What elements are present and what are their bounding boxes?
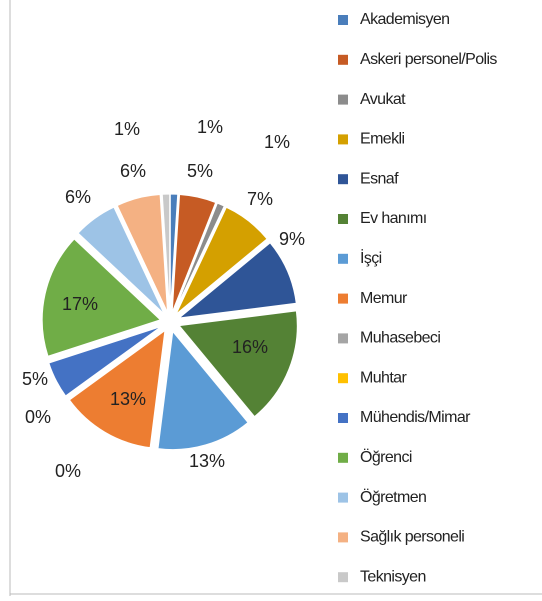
legend-swatch: [338, 293, 348, 304]
legend-swatch: [338, 492, 348, 503]
legend-label: Memur: [360, 290, 408, 307]
pie-slice: [41, 238, 162, 357]
legend-swatch: [338, 174, 348, 185]
pie-slice: [173, 202, 225, 314]
legend-label: Muhasebeci: [360, 330, 440, 347]
legend-label: Mühendis/Mimar: [360, 409, 471, 426]
data-label: 17%: [62, 294, 98, 314]
legend-swatch: [338, 15, 348, 25]
pie-slice: [171, 193, 217, 313]
legend-swatch: [338, 572, 348, 583]
pie-slice: [178, 310, 298, 418]
legend-label: İşçi: [360, 248, 382, 267]
pie-slice: [157, 330, 249, 451]
legend-label: Emekli: [360, 131, 404, 148]
data-label: 5%: [187, 161, 213, 181]
data-label: 0%: [55, 461, 81, 481]
pie-slice: [175, 206, 268, 315]
legend-swatch: [338, 134, 348, 145]
legend-swatch: [338, 94, 348, 105]
legend-swatch: [338, 214, 348, 224]
legend-label: Öğretmen: [360, 488, 426, 506]
legend-swatch: [338, 54, 348, 65]
pie-slice: [169, 193, 179, 313]
legend-swatch: [338, 532, 348, 543]
pie-slice: [77, 206, 165, 315]
data-label: 1%: [197, 117, 223, 137]
pie-slice: [177, 242, 297, 319]
legend-label: Avukat: [360, 91, 406, 108]
data-label: 1%: [114, 119, 140, 139]
pie-slice: [48, 326, 162, 397]
data-label: 7%: [247, 189, 273, 209]
data-label: 13%: [110, 389, 146, 409]
legend-label: Sağlık personeli: [360, 529, 464, 546]
legend-swatch: [338, 373, 348, 384]
legend-label: Askeri personel/Polis: [360, 51, 497, 68]
pie-slice: [116, 194, 169, 313]
pie-slice: [68, 329, 166, 449]
legend-swatch: [338, 413, 348, 423]
data-label: 5%: [22, 369, 48, 389]
data-label: 16%: [232, 337, 268, 357]
data-label: 9%: [279, 229, 305, 249]
legend-label: Teknisyen: [360, 568, 426, 585]
data-label: 6%: [120, 161, 146, 181]
data-label: 6%: [65, 187, 91, 207]
data-label: 13%: [189, 451, 225, 471]
legend-label: Ev hanımı: [360, 210, 427, 227]
pie-slice: [161, 193, 171, 313]
legend-swatch: [338, 333, 348, 344]
legend-label: Akademisyen: [360, 11, 449, 28]
legend-label: Muhtar: [360, 369, 407, 386]
legend-label: Öğrenci: [360, 448, 412, 466]
legend-swatch: [338, 452, 348, 463]
data-label: 0%: [25, 407, 51, 427]
legend-label: Esnaf: [360, 170, 399, 187]
data-label: 1%: [264, 132, 290, 152]
legend-swatch: [338, 253, 348, 264]
